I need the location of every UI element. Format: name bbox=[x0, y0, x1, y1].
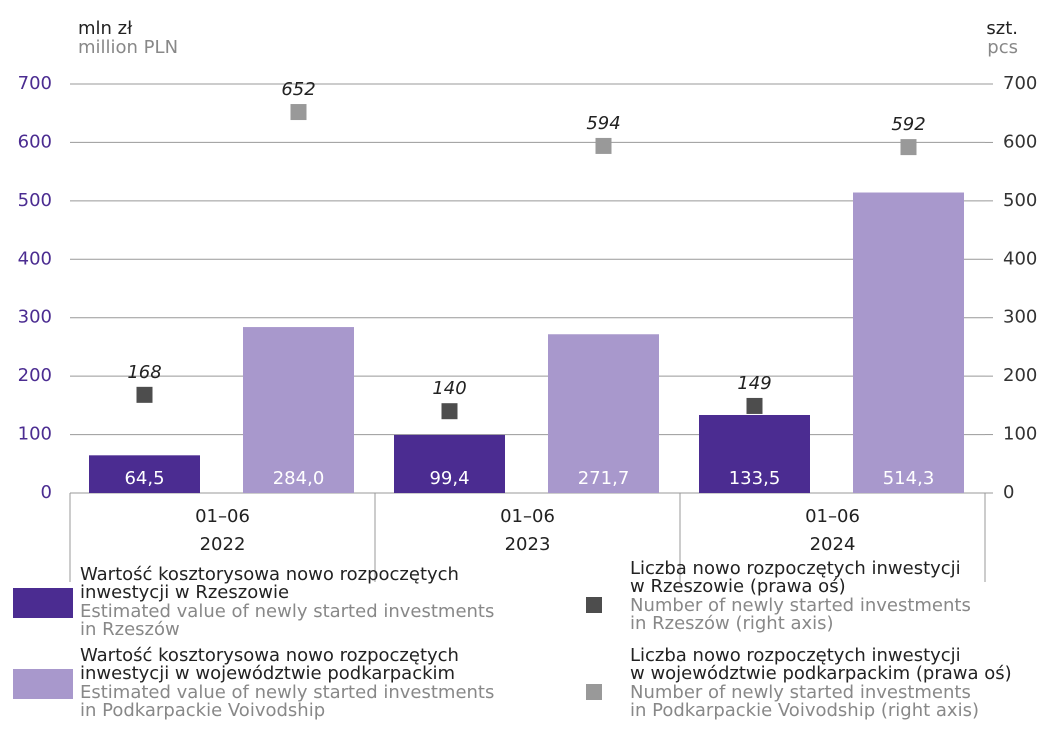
bar bbox=[699, 414, 810, 493]
marker bbox=[441, 403, 458, 420]
y2-axis-label: pcs bbox=[987, 37, 1018, 58]
y-tick-label: 100 bbox=[18, 424, 52, 445]
legend-label: in Rzeszów bbox=[80, 619, 180, 640]
x-tick-label: 2023 bbox=[505, 534, 551, 555]
y2-axis-label: szt. bbox=[986, 18, 1018, 39]
legend-label: in Podkarpackie Voivodship bbox=[80, 700, 325, 721]
legend-label: inwestycji w województwie podkarpackim bbox=[80, 663, 455, 684]
y-tick-label: 600 bbox=[18, 131, 52, 152]
marker bbox=[290, 104, 307, 121]
bar-value-label: 271,7 bbox=[578, 468, 630, 489]
legend-label: in Rzeszów (right axis) bbox=[630, 613, 834, 634]
legend-label: Number of newly started investments bbox=[630, 595, 971, 616]
y2-tick-label: 100 bbox=[1003, 424, 1037, 445]
legend-label: Wartość kosztorysowa nowo rozpoczętych bbox=[80, 645, 459, 666]
legend-label: inwestycji w Rzeszowie bbox=[80, 582, 289, 603]
legend-label: Number of newly started investments bbox=[630, 682, 971, 703]
bar bbox=[853, 192, 964, 493]
marker-value-label: 168 bbox=[127, 362, 161, 383]
y2-tick-label: 300 bbox=[1003, 307, 1037, 328]
bar-value-label: 133,5 bbox=[729, 468, 781, 489]
legend-label: Liczba nowo rozpoczętych inwestycji bbox=[630, 645, 961, 666]
y-axis-label: mln zł bbox=[78, 18, 133, 39]
legend-label: Estimated value of newly started investm… bbox=[80, 682, 494, 703]
x-tick-label: 01–06 bbox=[195, 506, 250, 527]
y2-tick-label: 0 bbox=[1003, 482, 1014, 503]
y2-tick-label: 700 bbox=[1003, 73, 1037, 94]
marker bbox=[136, 386, 153, 403]
y-tick-label: 700 bbox=[18, 73, 52, 94]
y-tick-label: 400 bbox=[18, 248, 52, 269]
x-tick-label: 01–06 bbox=[805, 506, 860, 527]
y-tick-label: 500 bbox=[18, 190, 52, 211]
bar bbox=[89, 455, 200, 493]
bar bbox=[243, 327, 354, 493]
marker bbox=[595, 137, 612, 154]
bar-value-label: 284,0 bbox=[273, 468, 325, 489]
legend-label: Liczba nowo rozpoczętych inwestycji bbox=[630, 558, 961, 579]
bar-value-label: 514,3 bbox=[883, 468, 935, 489]
legend-label: Wartość kosztorysowa nowo rozpoczętych bbox=[80, 564, 459, 585]
legend-label: w województwie podkarpackim (prawa oś) bbox=[630, 663, 1012, 684]
legend-swatch bbox=[586, 597, 602, 613]
legend-label: in Podkarpackie Voivodship (right axis) bbox=[630, 700, 979, 721]
marker-value-label: 149 bbox=[737, 373, 771, 394]
legend-swatch bbox=[13, 588, 73, 618]
y2-tick-label: 200 bbox=[1003, 365, 1037, 386]
marker-value-label: 592 bbox=[891, 114, 925, 135]
y-tick-label: 0 bbox=[41, 482, 52, 503]
bar-value-label: 64,5 bbox=[124, 468, 164, 489]
bar-value-label: 99,4 bbox=[429, 468, 469, 489]
legend-swatch bbox=[586, 684, 602, 700]
y-tick-label: 300 bbox=[18, 307, 52, 328]
marker-value-label: 140 bbox=[432, 378, 466, 399]
bar bbox=[548, 334, 659, 493]
y2-tick-label: 500 bbox=[1003, 190, 1037, 211]
y2-tick-label: 400 bbox=[1003, 248, 1037, 269]
x-tick-label: 2024 bbox=[810, 534, 856, 555]
y-tick-label: 200 bbox=[18, 365, 52, 386]
marker bbox=[900, 139, 917, 156]
x-tick-label: 2022 bbox=[200, 534, 246, 555]
legend-swatch bbox=[13, 669, 73, 699]
marker bbox=[746, 397, 763, 414]
legend-label: w Rzeszowie (prawa oś) bbox=[630, 576, 846, 597]
y2-tick-label: 600 bbox=[1003, 131, 1037, 152]
x-tick-label: 01–06 bbox=[500, 506, 555, 527]
legend-label: Estimated value of newly started investm… bbox=[80, 601, 494, 622]
marker-value-label: 652 bbox=[281, 79, 315, 100]
marker-value-label: 594 bbox=[586, 113, 620, 134]
y-axis-label: million PLN bbox=[78, 37, 178, 58]
bar bbox=[394, 434, 505, 493]
